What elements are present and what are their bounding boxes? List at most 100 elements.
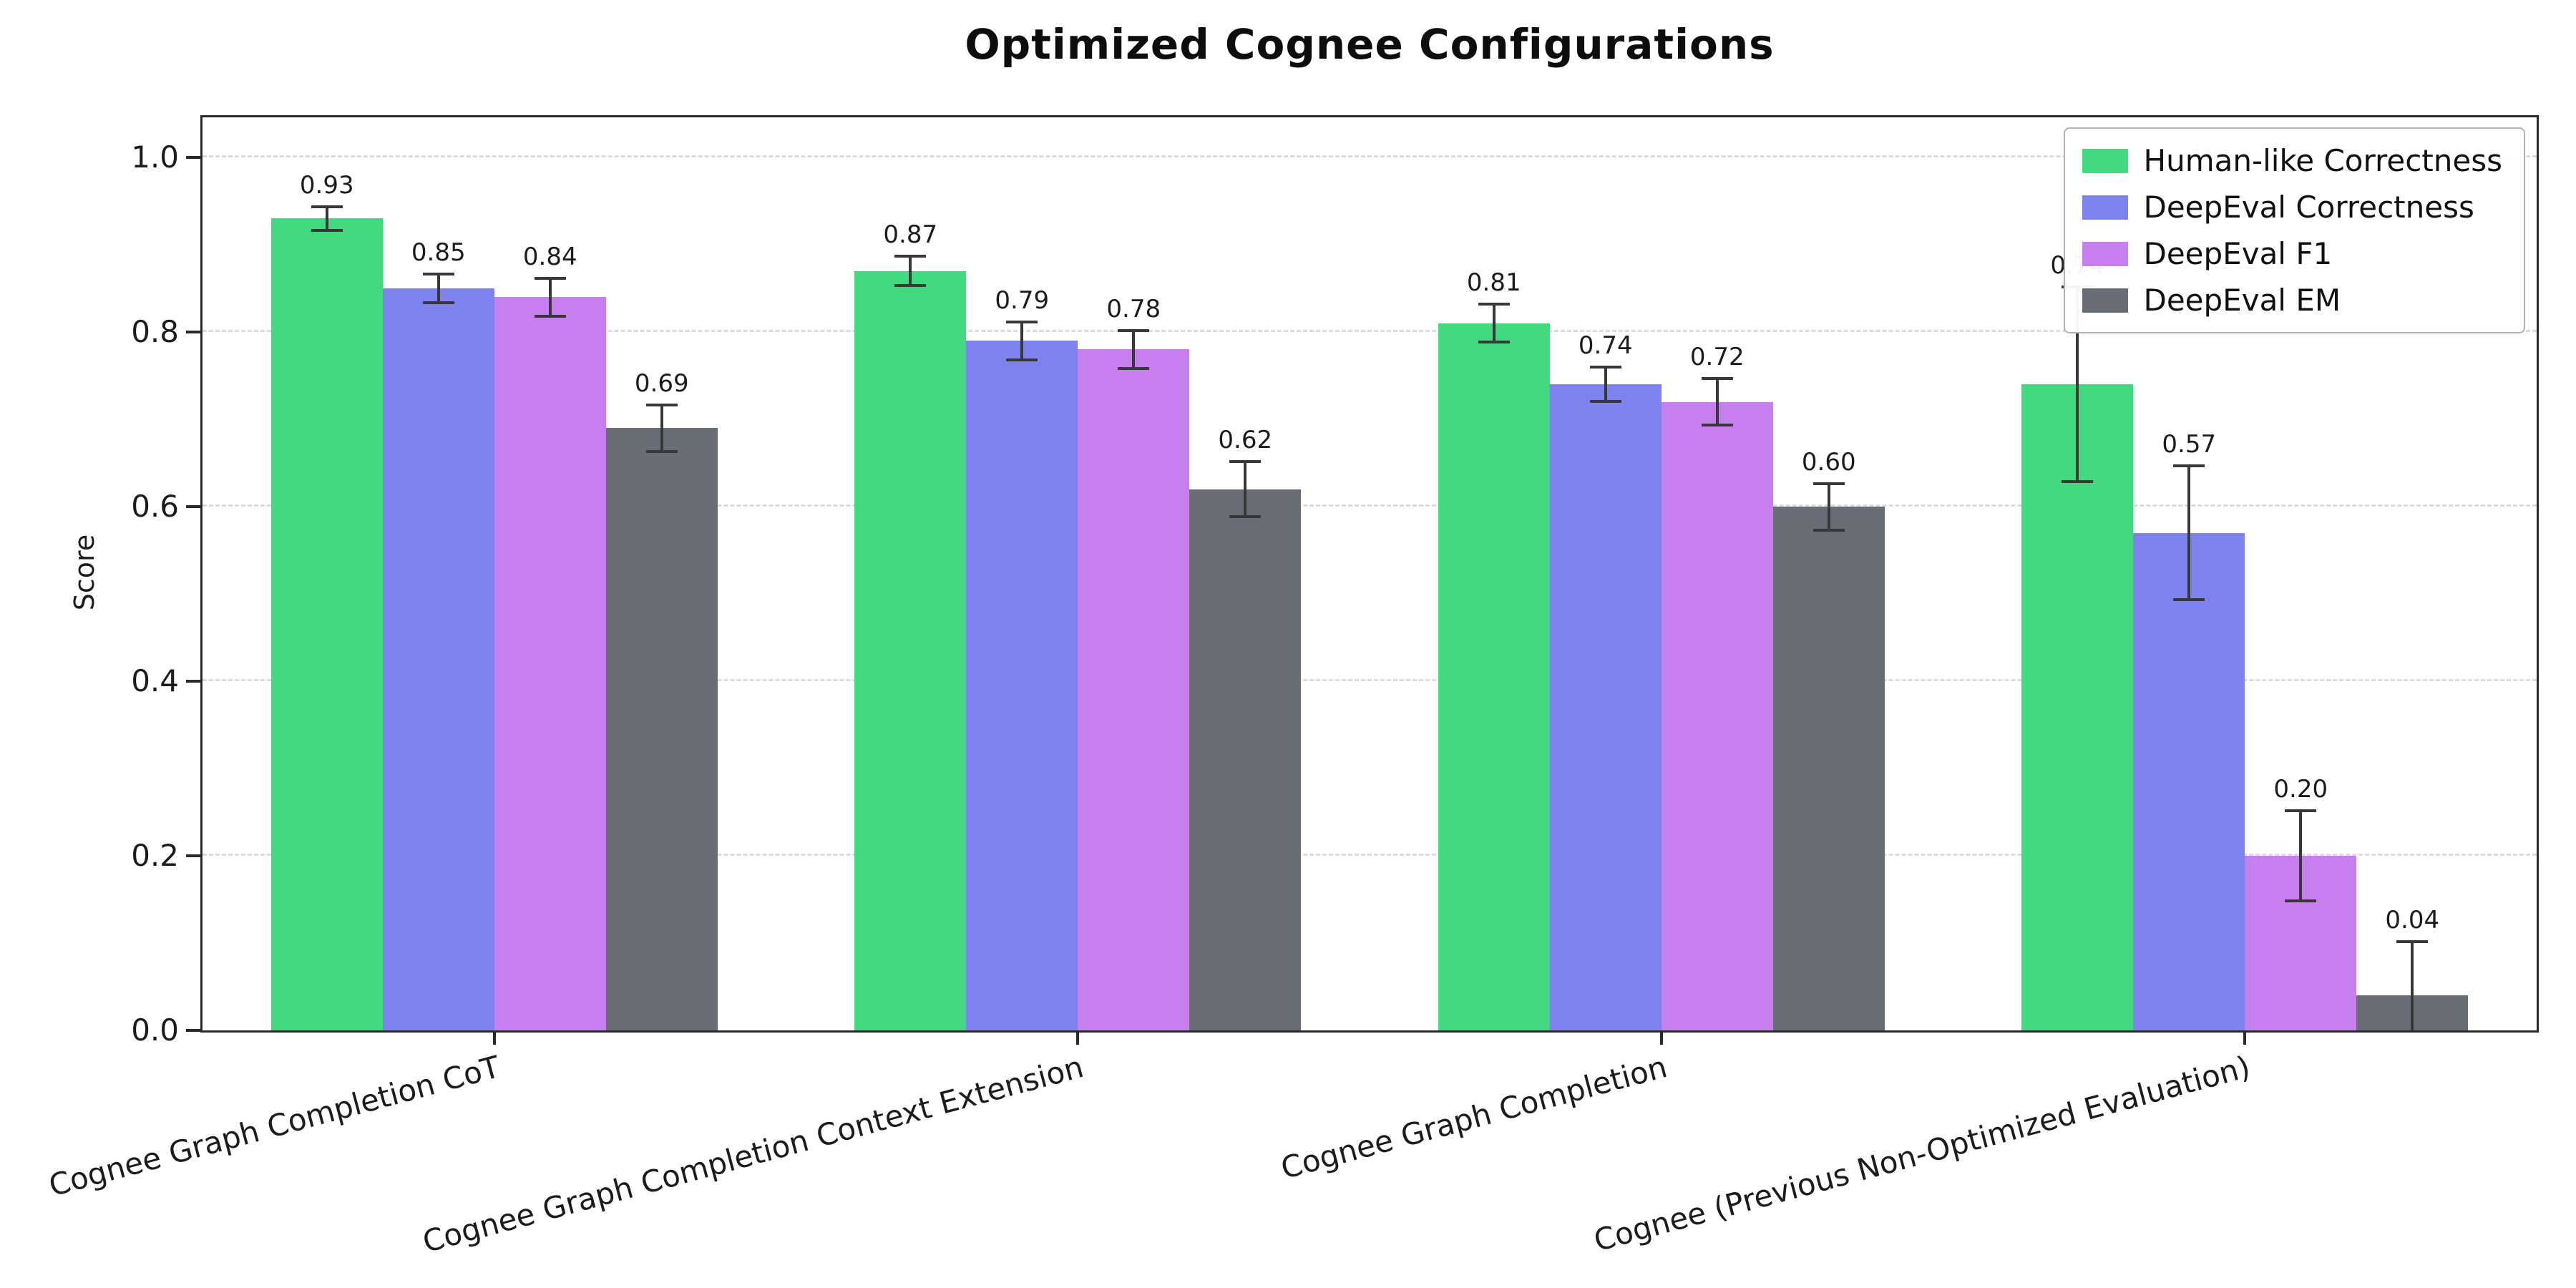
error-bar-line [2299, 812, 2303, 899]
error-bar-line [1132, 332, 1136, 367]
error-bar-cap-top [422, 272, 454, 275]
error-bar-line [2076, 288, 2079, 481]
error-bar-line [325, 208, 328, 230]
bar [2021, 384, 2134, 1030]
bar [1549, 384, 1662, 1030]
bar-value-label: 0.57 [2162, 430, 2217, 459]
error-bar-cap-bottom [422, 301, 454, 305]
error-bar-cap-top [1118, 329, 1150, 332]
legend-item: DeepEval F1 [2082, 236, 2503, 271]
error-bar-cap-top [2173, 464, 2205, 468]
legend: Human-like Correctness DeepEval Correctne… [2063, 127, 2525, 333]
y-tick-label: 0.0 [131, 1013, 179, 1048]
legend-label: Human-like Correctness [2143, 143, 2503, 178]
legend-label: DeepEval Correctness [2143, 190, 2474, 225]
y-axis-label: Score [69, 534, 100, 611]
error-bar-cap-bottom [1118, 366, 1150, 370]
error-bar-line [1715, 380, 1719, 424]
error-bar-cap-bottom [2173, 598, 2205, 602]
error-bar-line [1244, 463, 1247, 516]
bar-value-label: 0.93 [299, 170, 354, 200]
x-tick-label: Cognee Graph Completion [1277, 1049, 1671, 1186]
y-tick-label: 0.4 [131, 663, 179, 698]
bar [1078, 349, 1190, 1030]
bar-value-label: 0.81 [1466, 268, 1521, 298]
gridline [203, 679, 2537, 681]
error-bar-cap-bottom [534, 314, 566, 318]
error-bar-cap-top [1478, 303, 1510, 306]
legend-swatch [2082, 195, 2128, 220]
error-bar-line [1020, 323, 1024, 358]
legend-swatch [2082, 148, 2128, 173]
error-bar-cap-top [2396, 940, 2429, 943]
bar [605, 428, 718, 1030]
legend-label: DeepEval EM [2143, 283, 2341, 318]
error-bar-cap-bottom [311, 229, 343, 233]
error-bar-cap-top [1813, 482, 1845, 485]
error-bar-line [1492, 306, 1496, 341]
bar [494, 297, 606, 1030]
error-bar-line [2411, 943, 2414, 1030]
bar-value-label: 0.72 [1689, 343, 1745, 372]
error-bar-line [436, 275, 440, 302]
gridline [203, 330, 2537, 332]
bar-value-label: 0.78 [1106, 295, 1161, 323]
y-tick-label: 0.6 [131, 489, 179, 524]
y-tick-label: 0.8 [131, 314, 179, 349]
error-bar-cap-top [2285, 809, 2317, 812]
legend-swatch [2082, 241, 2128, 266]
error-bar-line [1827, 484, 1830, 529]
error-bar-cap-bottom [1813, 528, 1845, 532]
legend-item: DeepEval Correctness [2082, 190, 2503, 225]
bar-value-label: 0.79 [995, 286, 1050, 315]
gridline [203, 155, 2537, 157]
x-tick-mark [1659, 1030, 1663, 1045]
x-tick-mark [1076, 1030, 1080, 1045]
legend-swatch [2082, 288, 2128, 313]
y-tick-mark [186, 854, 200, 857]
bar-value-label: 0.85 [411, 238, 466, 267]
error-bar-cap-top [534, 276, 566, 280]
bar [1189, 489, 1302, 1030]
error-bar-cap-top [1701, 377, 1733, 381]
error-bar-cap-top [1006, 320, 1038, 323]
error-bar-line [1604, 369, 1607, 401]
error-bar-cap-bottom [645, 449, 678, 453]
y-tick-mark [186, 331, 200, 333]
legend-item: DeepEval EM [2082, 283, 2503, 318]
error-bar-cap-bottom [1229, 515, 1262, 519]
y-tick-label: 0.2 [131, 838, 179, 873]
error-bar-cap-bottom [2062, 480, 2094, 484]
y-tick-mark [186, 680, 200, 683]
y-tick-mark [186, 1029, 200, 1032]
bar-value-label: 0.69 [634, 369, 689, 398]
bar [966, 341, 1078, 1030]
bar [1438, 323, 1550, 1030]
bar-value-label: 0.84 [522, 242, 577, 271]
chart-title: Optimized Cognee Configurations [965, 20, 1775, 69]
gridline [203, 854, 2537, 856]
error-bar-line [2187, 467, 2191, 599]
bar-value-label: 0.04 [2385, 906, 2440, 935]
x-tick-mark [492, 1030, 496, 1045]
error-bar-cap-top [894, 255, 927, 258]
y-tick-mark [186, 505, 200, 508]
y-tick-label: 1.0 [131, 140, 179, 175]
legend-label: DeepEval F1 [2143, 236, 2333, 271]
error-bar-line [909, 258, 912, 284]
error-bar-cap-top [1589, 366, 1621, 369]
error-bar-cap-bottom [1701, 424, 1733, 427]
bar-value-label: 0.62 [1218, 426, 1273, 454]
error-bar-cap-top [311, 205, 343, 208]
bar [382, 288, 494, 1030]
error-bar-cap-bottom [1006, 358, 1038, 361]
x-tick-label: Cognee Graph Completion CoT [44, 1049, 504, 1204]
bar [270, 218, 383, 1030]
error-bar-line [548, 279, 552, 315]
error-bar-cap-top [645, 403, 678, 406]
plot-area: Human-like Correctness DeepEval Correctne… [200, 115, 2539, 1033]
bar-value-label: 0.60 [1801, 447, 1856, 477]
error-bar-cap-bottom [894, 283, 927, 287]
bar-value-label: 0.20 [2273, 775, 2328, 804]
bar [1772, 507, 1885, 1030]
